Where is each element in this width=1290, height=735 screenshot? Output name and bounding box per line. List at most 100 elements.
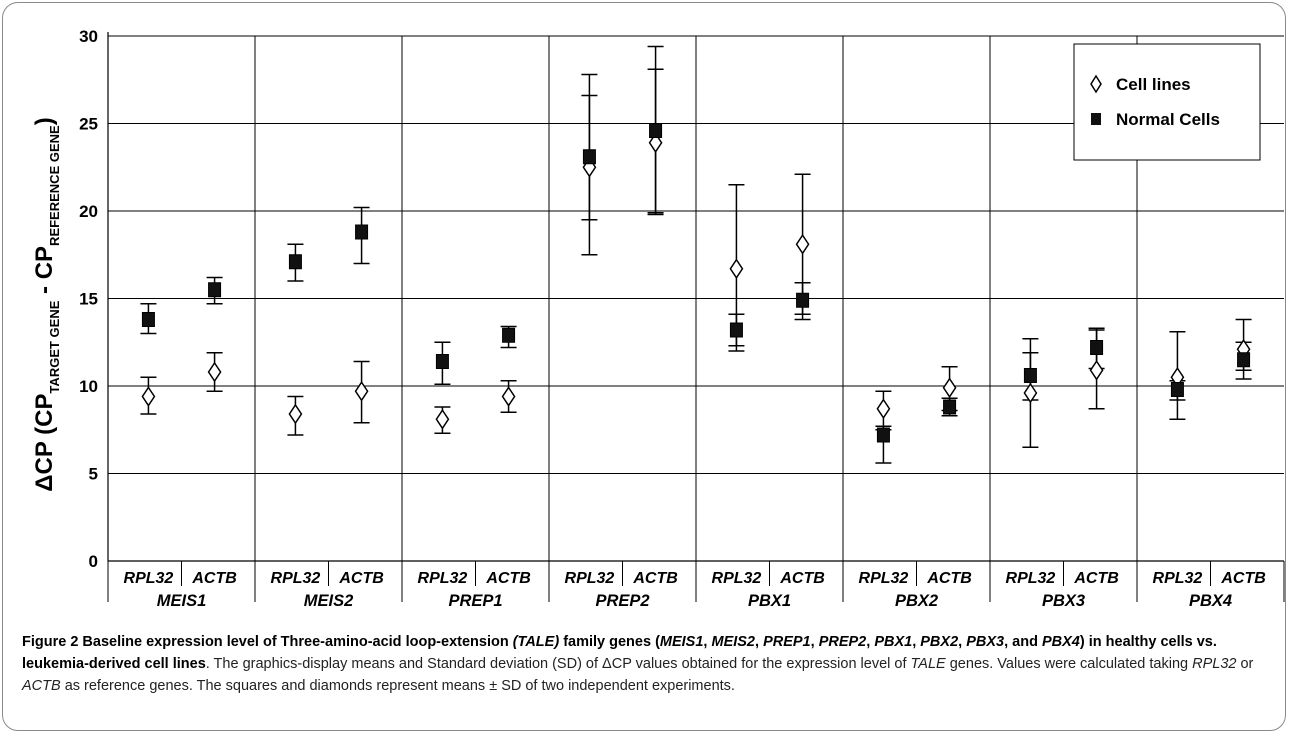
x-group-label: PBX2 (895, 592, 938, 610)
marker-cell-lines (288, 403, 303, 425)
y-tick-label: 25 (79, 115, 98, 134)
caption-fragment: . The graphics-display means and Standar… (205, 656, 911, 672)
x-tick-label: RPL32 (1153, 570, 1203, 587)
caption-fragment: or (1236, 656, 1254, 672)
x-tick-label: RPL32 (565, 570, 615, 587)
chart: 0 5 10 15 20 25 30 RPL32 ACTB MEIS1 RPL32 ACTB MEIS2… (31, 27, 1285, 610)
marker-normal-cells (208, 282, 222, 298)
axes (107, 32, 1285, 602)
caption-fragment: MEIS1 (659, 634, 704, 650)
caption-fragment: , (703, 634, 712, 650)
caption-fragment: , (810, 634, 819, 650)
marker-cell-lines (648, 132, 663, 154)
marker-normal-cells (796, 292, 810, 308)
legend-label: Cell lines (1116, 75, 1191, 94)
marker-normal-cells (582, 149, 596, 165)
legend-marker-diamond (1090, 74, 1102, 94)
caption-fragment: , (958, 634, 967, 650)
caption-fragment: , and (1004, 634, 1042, 650)
caption-fragment: , (755, 634, 764, 650)
marker-normal-cells (141, 312, 155, 327)
x-tick-label: ACTB (338, 570, 383, 587)
x-tick-label: ACTB (779, 570, 824, 587)
marker-normal-cells (729, 322, 743, 338)
caption-fragment: PBX3 (966, 634, 1005, 650)
x-tick-label: ACTB (632, 570, 677, 587)
x-tick-label: RPL32 (271, 570, 321, 587)
marker-cell-lines (942, 377, 957, 399)
x-tick-label: ACTB (1220, 570, 1265, 587)
caption-fragment: family genes ( (559, 634, 660, 650)
marker-normal-cells (1023, 368, 1037, 383)
caption-fragment: Figure 2 Baseline expression level of Th… (22, 634, 513, 650)
marker-normal-cells (355, 224, 369, 240)
caption-fragment: PBX2 (920, 634, 959, 650)
caption-fragment: ) in healthy cells vs. leukemia-derived … (22, 634, 1217, 672)
x-group-label: MEIS1 (157, 592, 207, 610)
y-tick-label: 30 (79, 27, 98, 46)
x-tick-label: RPL32 (418, 570, 468, 587)
marker-normal-cells (1237, 352, 1251, 368)
x-tick-label: ACTB (485, 570, 530, 587)
caption-fragment: (TALE) (512, 634, 560, 650)
marker-normal-cells (288, 254, 302, 270)
marker-cell-lines (207, 361, 222, 383)
marker-cell-lines (729, 258, 744, 280)
caption-fragment: MEIS2 (711, 634, 755, 650)
marker-normal-cells (876, 427, 890, 443)
marker-normal-cells (1170, 382, 1184, 397)
marker-normal-cells (1090, 340, 1104, 355)
marker-normal-cells (435, 354, 449, 369)
x-group-label: PBX4 (1189, 592, 1232, 610)
y-axis-label: ΔCP (CPTARGET GENE - CPREFERENCE GENE) (31, 117, 62, 491)
marker-normal-cells (649, 123, 663, 138)
figure-caption: Figure 2 Baseline expression level of Th… (22, 631, 1272, 697)
marker-cell-lines (795, 233, 810, 255)
caption-fragment: TALE (910, 656, 946, 672)
caption-fragment: PREP2 (818, 634, 867, 650)
marker-normal-cells (502, 327, 516, 343)
caption-fragment: genes. Values were calculated taking (945, 656, 1193, 672)
marker-cell-lines (1023, 382, 1038, 404)
y-tick-label: 15 (79, 290, 98, 309)
caption-fragment: ACTB (22, 678, 61, 694)
x-group-label: PREP1 (448, 592, 502, 610)
caption-fragment: RPL32 (1192, 656, 1237, 672)
marker-normal-cells (943, 399, 957, 415)
markers (141, 123, 1251, 443)
legend-marker-square (1091, 113, 1101, 125)
x-tick-label: RPL32 (124, 570, 174, 587)
legend: Cell lines Normal Cells (1073, 43, 1261, 161)
caption-fragment: PBX4 (1041, 634, 1080, 650)
x-group-label: PBX1 (748, 592, 791, 610)
x-tick-label: ACTB (926, 570, 971, 587)
marker-cell-lines (141, 386, 156, 407)
legend-label: Normal Cells (1116, 110, 1220, 129)
caption-fragment: , (866, 634, 875, 650)
x-group-label: PBX3 (1042, 592, 1085, 610)
caption-body: . The graphics-display means and Standar… (22, 656, 1253, 694)
x-tick-label: ACTB (191, 570, 236, 587)
marker-cell-lines (435, 408, 450, 430)
caption-fragment: PREP1 (763, 634, 811, 650)
marker-cell-lines (354, 380, 369, 402)
y-tick-label: 0 (89, 552, 98, 571)
y-tick-label: 5 (89, 465, 98, 484)
marker-cell-lines (876, 398, 891, 420)
marker-cell-lines (501, 386, 516, 407)
x-tick-label: RPL32 (712, 570, 762, 587)
marker-cell-lines (1089, 359, 1104, 381)
x-group-label: PREP2 (595, 592, 649, 610)
caption-fragment: , (912, 634, 921, 650)
caption-fragment: PBX1 (874, 634, 913, 650)
x-tick-label: RPL32 (859, 570, 909, 587)
x-group-label: MEIS2 (304, 592, 354, 610)
y-tick-label: 10 (79, 377, 98, 396)
caption-fragment: as reference genes. The squares and diam… (60, 678, 735, 694)
axis-labels: 0 5 10 15 20 25 30 RPL32 ACTB MEIS1 RPL32 ACTB MEIS2… (31, 27, 1266, 610)
x-tick-label: ACTB (1073, 570, 1118, 587)
y-tick-label: 20 (79, 202, 98, 221)
x-tick-label: RPL32 (1006, 570, 1056, 587)
legend-box (1073, 43, 1261, 161)
